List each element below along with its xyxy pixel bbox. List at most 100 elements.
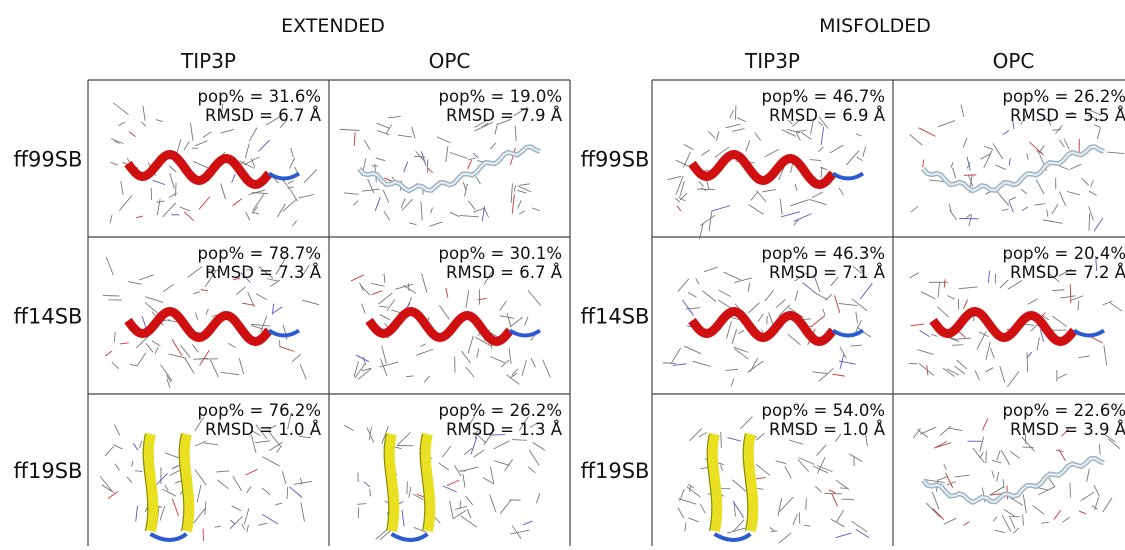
atom-bond: [153, 180, 165, 184]
atom-bond: [514, 185, 516, 191]
atom-bond: [353, 201, 358, 206]
sheet-strand: [712, 434, 717, 531]
row-label: ff14SB: [14, 305, 83, 329]
atom-bond: [364, 482, 370, 487]
atom-bond: [478, 298, 487, 299]
atom-bond: [801, 132, 812, 139]
coil-tail: [269, 331, 299, 336]
atom-bond: [517, 190, 526, 193]
atom-bond: [1024, 324, 1035, 325]
atom-bond: [821, 127, 824, 145]
atom-bond: [1058, 166, 1069, 170]
atom-bond: [505, 459, 513, 471]
pop-label: pop% = 20.4%: [1003, 244, 1125, 263]
atom-bond: [139, 275, 154, 280]
atom-bond: [161, 365, 172, 381]
atom-bond: [477, 349, 479, 358]
atom-bond: [810, 200, 827, 205]
atom-bond: [406, 376, 414, 377]
atom-bond: [195, 470, 207, 486]
atom-bond: [474, 450, 485, 457]
atom-bond: [1059, 140, 1064, 147]
atom-bond: [711, 206, 730, 212]
atom-bond: [155, 347, 158, 353]
atom-bond: [997, 472, 999, 482]
atom-bond: [675, 198, 680, 202]
atom-bond: [700, 504, 705, 513]
atom-bond: [184, 141, 190, 150]
atom-bond: [1000, 280, 1008, 288]
atom-bond: [959, 287, 978, 289]
atom-bond: [1108, 439, 1120, 449]
atom-bond: [192, 345, 198, 353]
atom-bond: [1110, 303, 1122, 312]
atom-bond: [463, 474, 465, 487]
atom-bond: [1047, 210, 1048, 217]
atom-bond: [510, 530, 529, 534]
atom-bond: [673, 364, 687, 366]
atom-bond: [997, 192, 1009, 206]
atom-bond: [375, 197, 380, 211]
atom-bond: [917, 350, 933, 355]
atom-bond: [937, 307, 949, 318]
row-label: ff99SB: [14, 148, 83, 172]
atom-bond: [846, 151, 859, 165]
atom-bond: [1036, 179, 1044, 194]
atom-bond: [737, 118, 746, 122]
rmsd-label: RMSD = 5.5 Å: [1010, 106, 1125, 125]
atom-bond: [302, 300, 319, 305]
atom-bond: [1022, 437, 1035, 451]
atom-bond: [724, 272, 741, 280]
pop-label: pop% = 30.1%: [439, 244, 562, 263]
atom-bond: [1009, 197, 1016, 200]
atom-bond: [490, 467, 493, 484]
atom-bond: [938, 121, 955, 127]
atom-bond: [917, 430, 928, 438]
atom-bond: [203, 132, 211, 138]
atom-bond: [1078, 356, 1089, 358]
atom-bond: [952, 345, 963, 346]
atom-bond: [765, 149, 779, 156]
atom-bond: [756, 433, 764, 440]
atom-bond: [1064, 139, 1069, 150]
atom-bond: [172, 499, 178, 516]
atom-bond: [940, 426, 951, 435]
atom-bond: [1021, 189, 1027, 193]
atom-bond: [678, 498, 696, 504]
atom-bond: [779, 533, 792, 544]
atom-bond: [528, 290, 541, 305]
atom-bond: [684, 346, 701, 354]
atom-bond: [424, 376, 430, 382]
coil-tail: [833, 174, 863, 179]
atom-bond: [803, 283, 817, 295]
atom-bond: [732, 129, 744, 132]
atom-bond: [823, 309, 825, 315]
atom-bond: [785, 466, 791, 478]
atom-bond: [244, 157, 259, 165]
atom-bond: [471, 437, 477, 454]
atom-bond: [790, 200, 809, 206]
atom-bond: [355, 363, 365, 378]
atom-bond: [172, 339, 182, 355]
atom-bond: [490, 356, 505, 362]
atom-bond: [344, 425, 354, 430]
atom-bond: [119, 195, 132, 210]
atom-bond: [1023, 494, 1026, 513]
atom-bond: [832, 374, 844, 376]
atom-bond: [984, 150, 993, 168]
atom-bond: [115, 464, 119, 471]
atom-bond: [1009, 201, 1013, 212]
atom-bond: [258, 140, 269, 151]
atom-bond: [806, 498, 807, 510]
rmsd-label: RMSD = 3.9 Å: [1010, 420, 1125, 439]
atom-bond: [1070, 284, 1071, 303]
rmsd-label: RMSD = 6.9 Å: [769, 106, 886, 125]
atom-bond: [512, 440, 527, 441]
atom-bond: [1052, 129, 1061, 130]
atom-bond: [380, 315, 390, 320]
atom-bond: [995, 165, 1005, 169]
sheet-strand: [748, 434, 753, 531]
atom-bond: [992, 471, 994, 478]
atom-bond: [699, 181, 704, 186]
atom-bond: [948, 296, 955, 300]
